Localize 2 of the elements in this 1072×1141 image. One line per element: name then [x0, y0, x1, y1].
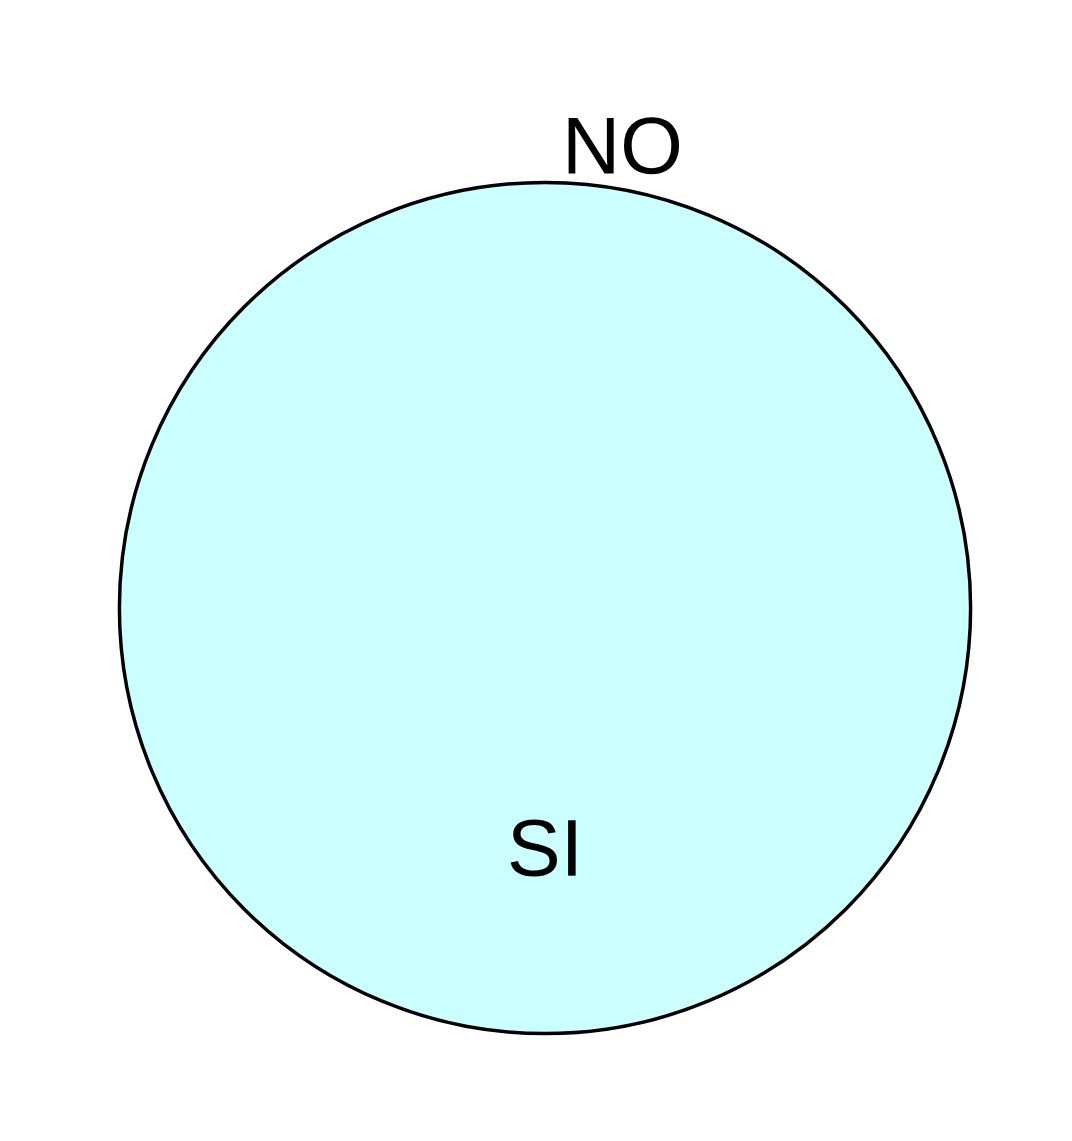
slice-label: SI [510, 819, 576, 877]
category-label: NO [568, 117, 679, 175]
